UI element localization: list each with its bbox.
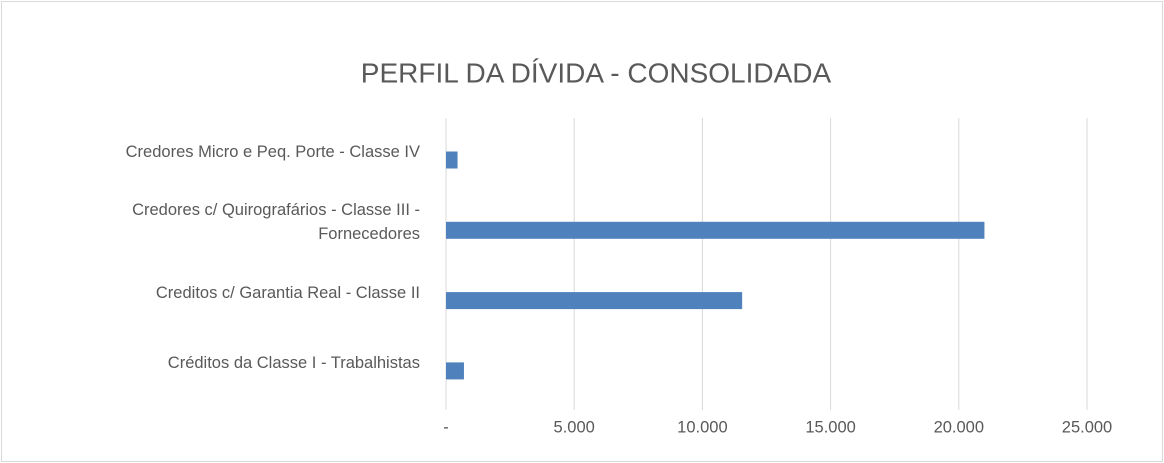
x-tick-label: 5.000 <box>554 418 595 436</box>
y-tick-label: Créditos da Classe I - Trabalhistas <box>167 353 420 372</box>
x-tick-label: 20.000 <box>934 418 984 436</box>
bar <box>446 362 464 380</box>
x-tick-label: 15.000 <box>805 418 855 436</box>
chart-title: PERFIL DA DÍVIDA - CONSOLIDADA <box>361 57 832 88</box>
y-tick-label: Creditos c/ Garantia Real - Classe II <box>155 283 420 302</box>
bar <box>446 151 458 169</box>
x-tick-label: 25.000 <box>1062 418 1112 436</box>
y-tick-label: Credores c/ Quirografários - Classe III … <box>132 201 420 244</box>
x-tick-label: - <box>443 418 449 436</box>
bar <box>446 292 743 310</box>
y-tick-label: Credores Micro e Peq. Porte - Classe IV <box>125 143 420 161</box>
x-tick-label: 10.000 <box>677 418 727 436</box>
bar <box>446 221 985 239</box>
